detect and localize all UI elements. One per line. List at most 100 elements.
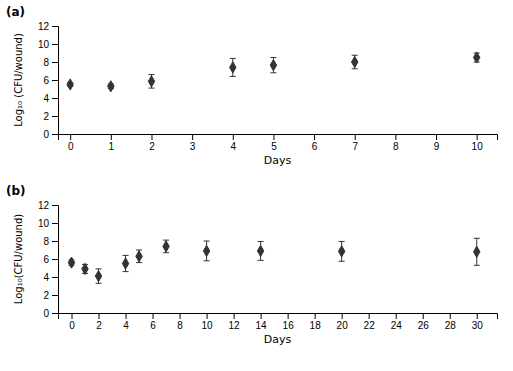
x-tick-label: 28 bbox=[445, 320, 457, 331]
point bbox=[148, 76, 154, 87]
point bbox=[230, 62, 236, 73]
x-tick-label: 18 bbox=[310, 320, 322, 331]
error-bar-cap bbox=[474, 238, 480, 239]
x-tick-mark bbox=[423, 313, 424, 319]
error-bar-cap bbox=[258, 260, 264, 261]
error-bar bbox=[204, 241, 210, 261]
y-tick-mark bbox=[52, 116, 58, 117]
error-bar bbox=[230, 58, 236, 76]
x-tick-mark bbox=[355, 134, 356, 140]
point bbox=[203, 245, 209, 256]
y-tick-mark bbox=[52, 313, 58, 314]
panel-label: (b) bbox=[6, 184, 26, 198]
x-axis-title: Days bbox=[264, 333, 292, 346]
x-tick-label: 8 bbox=[393, 141, 399, 152]
x-tick-label: 7 bbox=[352, 141, 358, 152]
x-tick-label: 6 bbox=[150, 320, 156, 331]
y-tick-mark bbox=[52, 295, 58, 296]
x-tick-label: 12 bbox=[229, 320, 241, 331]
x-tick: 6 bbox=[150, 313, 156, 331]
error-bar bbox=[148, 75, 154, 89]
error-bar-cap bbox=[258, 241, 264, 242]
plot-area bbox=[68, 238, 480, 283]
error-bar-cap bbox=[339, 261, 345, 262]
error-bar-cap bbox=[474, 265, 480, 266]
x-tick-label: 6 bbox=[312, 141, 318, 152]
x-tick-mark bbox=[395, 134, 396, 140]
y-tick: 6 bbox=[43, 75, 58, 86]
error-bar-cap bbox=[123, 271, 129, 272]
x-axis-title: Days bbox=[264, 154, 292, 167]
x-tick: 26 bbox=[418, 313, 430, 331]
y-axis-line bbox=[52, 206, 59, 314]
x-tick: 3 bbox=[190, 134, 196, 152]
x-tick: 18 bbox=[310, 313, 322, 331]
x-tick-mark bbox=[234, 313, 235, 319]
y-tick-label: 4 bbox=[43, 272, 49, 283]
error-bar-cap bbox=[270, 57, 276, 58]
y-tick-label: 4 bbox=[43, 93, 49, 104]
x-tick-label: 3 bbox=[190, 141, 196, 152]
x-tick-label: 16 bbox=[283, 320, 295, 331]
error-bar bbox=[136, 250, 142, 263]
points bbox=[67, 52, 480, 92]
x-tick-mark bbox=[151, 134, 152, 140]
y-tick-mark bbox=[52, 98, 58, 99]
x-tick-label: 2 bbox=[149, 141, 155, 152]
error-bar-cap bbox=[230, 76, 236, 77]
x-tick-mark bbox=[436, 134, 437, 140]
y-tick: 12 bbox=[38, 21, 58, 32]
panel-label: (a) bbox=[6, 5, 25, 19]
y-tick: 0 bbox=[43, 308, 58, 319]
error-bar bbox=[258, 241, 264, 260]
point bbox=[136, 251, 142, 262]
y-tick-label: 10 bbox=[38, 218, 50, 229]
x-tick: 4 bbox=[123, 313, 129, 331]
chart-root: 012345678910024681012DaysLog₁₀ (CFU/woun… bbox=[0, 0, 513, 371]
error-bar bbox=[123, 255, 129, 271]
point bbox=[68, 257, 74, 268]
y-axis-title: Log₁₀(CFU/wound) bbox=[13, 214, 24, 305]
x-tick-label: 4 bbox=[123, 320, 129, 331]
error-bar bbox=[270, 58, 276, 73]
point bbox=[163, 241, 169, 252]
x-tick: 4 bbox=[231, 134, 237, 152]
y-tick-label: 2 bbox=[43, 290, 49, 301]
y-tick: 0 bbox=[43, 129, 58, 140]
y-tick-label: 10 bbox=[38, 39, 50, 50]
panel: 024681012141618202224262830024681012Days… bbox=[6, 184, 498, 346]
point bbox=[67, 79, 73, 90]
point bbox=[108, 81, 114, 92]
point bbox=[95, 271, 101, 282]
point bbox=[257, 245, 263, 256]
y-tick-mark bbox=[52, 205, 58, 206]
y-tick-mark bbox=[52, 259, 58, 260]
y-tick-label: 2 bbox=[43, 111, 49, 122]
y-tick-label: 8 bbox=[43, 236, 49, 247]
point bbox=[473, 52, 479, 63]
y-tick: 4 bbox=[43, 272, 58, 283]
y-tick: 4 bbox=[43, 93, 58, 104]
x-tick: 8 bbox=[393, 134, 399, 152]
x-axis-line bbox=[59, 314, 498, 320]
x-tick-label: 9 bbox=[434, 141, 440, 152]
x-tick: 5 bbox=[271, 134, 277, 152]
x-tick: 2 bbox=[149, 134, 155, 152]
x-tick-label: 14 bbox=[256, 320, 268, 331]
x-tick-mark bbox=[396, 313, 397, 319]
y-tick-mark bbox=[52, 277, 58, 278]
x-tick: 16 bbox=[283, 313, 295, 331]
point bbox=[270, 60, 276, 71]
x-tick-mark bbox=[450, 313, 451, 319]
y-tick-label: 6 bbox=[43, 254, 49, 265]
panel: 012345678910024681012DaysLog₁₀ (CFU/woun… bbox=[6, 5, 498, 167]
y-tick-label: 0 bbox=[43, 308, 49, 319]
x-tick-label: 30 bbox=[472, 320, 484, 331]
y-tick: 10 bbox=[38, 218, 58, 229]
y-axis: 024681012 bbox=[38, 21, 59, 140]
error-bar-cap bbox=[204, 241, 210, 242]
x-tick: 7 bbox=[352, 134, 358, 152]
x-tick: 28 bbox=[445, 313, 457, 331]
x-tick-mark bbox=[342, 313, 343, 319]
y-tick: 12 bbox=[38, 200, 58, 211]
